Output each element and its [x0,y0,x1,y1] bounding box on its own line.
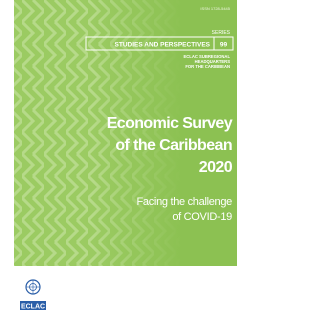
un-logo [26,280,40,294]
series-name: STUDIES AND PERSPECTIVES [115,42,211,49]
subtitle-line: Facing the challenge [136,196,232,208]
title-line: Economic Survey [107,115,233,132]
cover: ISSN 1728-5445 SERIES STUDIES AND PERSPE… [0,0,249,320]
series-number: 99 [220,42,228,49]
office-line: FOR THE CARIBBEAN [185,64,230,69]
subtitle-line: of COVID-19 [172,211,232,223]
title-line: 2020 [199,159,233,176]
series-label: SERIES [212,30,231,36]
title-line: of the Caribbean [115,137,232,154]
logo-text: ECLAC [21,304,45,311]
page: ISSN 1728-5445 SERIES STUDIES AND PERSPE… [0,0,249,320]
issn: ISSN 1728-5445 [200,6,230,11]
cover-shade [14,0,237,266]
